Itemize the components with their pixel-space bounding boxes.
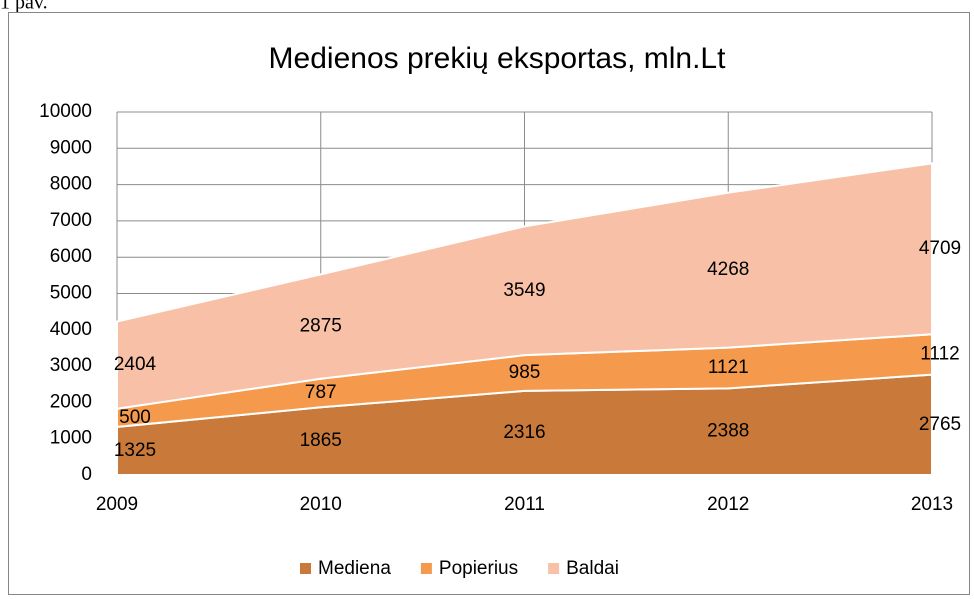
data-label: 1865 bbox=[300, 430, 342, 451]
data-label: 985 bbox=[509, 362, 541, 383]
data-label: 4709 bbox=[919, 238, 961, 259]
x-tick-label: 2013 bbox=[911, 494, 953, 515]
y-tick-label: 7000 bbox=[50, 210, 92, 231]
data-label: 1112 bbox=[920, 343, 959, 364]
data-label: 2404 bbox=[114, 354, 157, 375]
legend-label: Popierius bbox=[439, 558, 518, 579]
data-label: 1325 bbox=[114, 440, 156, 461]
legend-marker bbox=[548, 563, 560, 574]
y-tick-label: 9000 bbox=[50, 137, 92, 158]
data-label: 787 bbox=[305, 382, 337, 403]
y-tick-label: 1000 bbox=[50, 428, 92, 449]
data-label: 3549 bbox=[503, 280, 545, 301]
y-tick-label: 2000 bbox=[50, 391, 92, 412]
chart-title: Medienos prekių eksportas, mln.Lt bbox=[269, 42, 727, 75]
y-tick-label: 0 bbox=[81, 464, 92, 485]
y-tick-label: 10000 bbox=[39, 101, 92, 122]
chart-frame bbox=[8, 12, 970, 595]
data-label: 4268 bbox=[707, 259, 749, 280]
data-label: 1121 bbox=[708, 357, 749, 378]
data-label: 2316 bbox=[503, 422, 545, 443]
area bbox=[116, 162, 933, 410]
areas bbox=[116, 162, 933, 476]
data-label: 2875 bbox=[300, 316, 342, 337]
y-tick-label: 5000 bbox=[50, 283, 92, 304]
caption: 1 pav. bbox=[0, 0, 48, 14]
y-tick-label: 6000 bbox=[50, 246, 92, 267]
x-tick-label: 2009 bbox=[96, 494, 138, 515]
data-label: 500 bbox=[119, 407, 151, 428]
y-tick-label: 8000 bbox=[50, 174, 92, 195]
x-tick-label: 2012 bbox=[707, 494, 749, 515]
x-tick-label: 2010 bbox=[300, 494, 342, 515]
legend-marker bbox=[420, 563, 432, 574]
legend-label: Baldai bbox=[566, 558, 619, 579]
data-label: 2388 bbox=[707, 421, 749, 442]
y-tick-label: 3000 bbox=[50, 355, 92, 376]
data-label: 2765 bbox=[919, 414, 961, 435]
legend-label: Mediena bbox=[318, 558, 391, 579]
y-tick-label: 4000 bbox=[50, 319, 92, 340]
labels: 0 1000 2000 3000 4000 5000 6000 7000 8000 9000 100… bbox=[39, 101, 961, 579]
x-tick-label: 2011 bbox=[504, 494, 545, 515]
legend-marker bbox=[300, 563, 311, 574]
